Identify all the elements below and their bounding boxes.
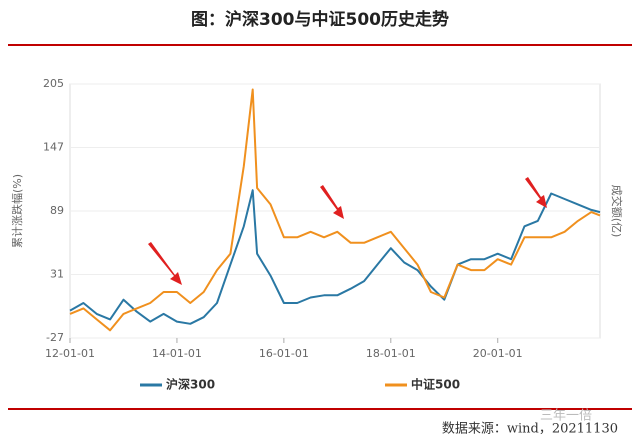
x-tick-label: 16-01-01 xyxy=(259,347,309,360)
legend-label: 沪深300 xyxy=(166,377,215,392)
series-line xyxy=(69,88,601,332)
y-tick-label: 205 xyxy=(43,77,64,90)
y-tick-label: 147 xyxy=(43,141,64,154)
y-tick-label: -27 xyxy=(46,331,64,344)
source-note: 数据来源：wind，20211130 xyxy=(442,422,618,437)
x-tick-label: 20-01-01 xyxy=(473,347,523,360)
y-axis-label: 累计涨跌幅(%) xyxy=(10,174,24,248)
chart-title: 图：沪深300与中证500历史走势 xyxy=(191,9,449,30)
x-tick-label: 12-01-01 xyxy=(45,347,95,360)
arrow xyxy=(525,177,547,208)
y-tick-label: 31 xyxy=(50,268,64,281)
x-tick-label: 14-01-01 xyxy=(152,347,202,360)
y2-axis-label: 成交额(亿) xyxy=(610,185,624,238)
legend-label: 中证500 xyxy=(411,377,460,392)
x-tick-label: 18-01-01 xyxy=(366,347,416,360)
arrow xyxy=(320,185,344,219)
y-tick-label: 89 xyxy=(50,204,64,217)
arrows xyxy=(148,177,547,285)
series-line xyxy=(69,189,601,325)
watermark: 三年一倍 xyxy=(540,409,592,424)
arrow xyxy=(148,242,182,285)
